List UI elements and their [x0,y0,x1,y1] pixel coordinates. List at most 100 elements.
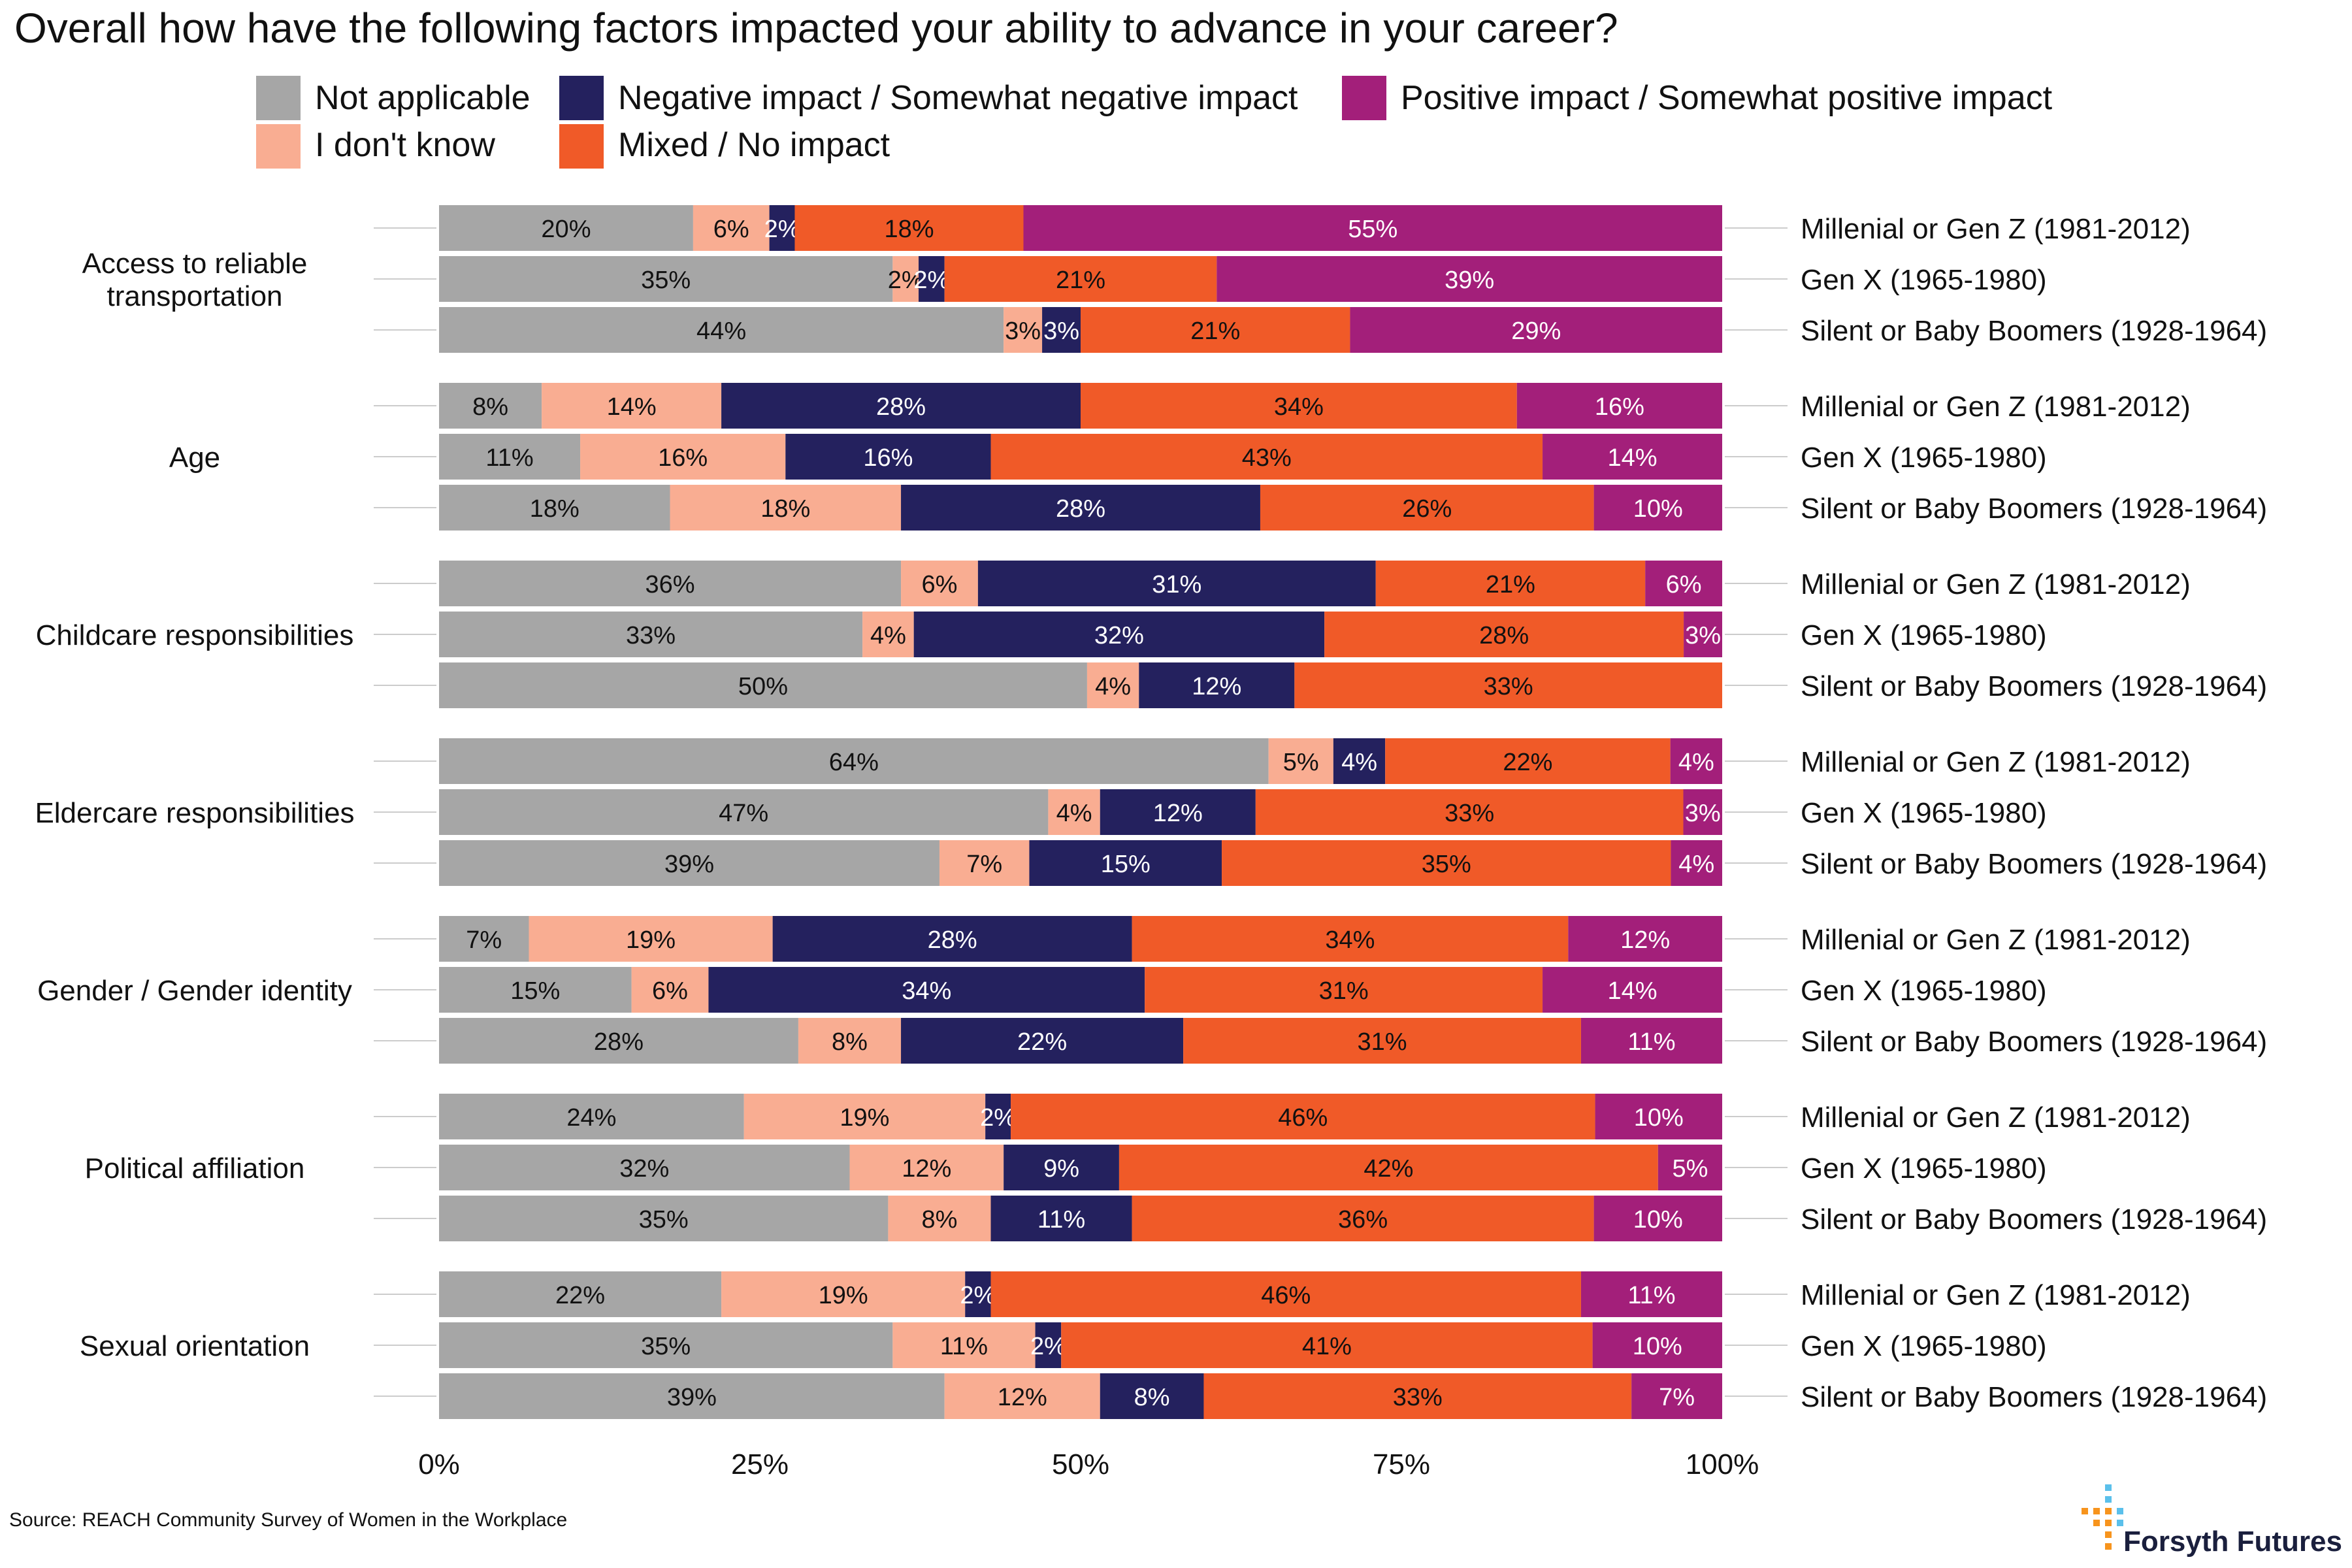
data-label: 39% [1445,267,1494,294]
legend-swatch-positive [1342,76,1386,120]
bar-segment [1048,789,1100,835]
bar-segment [439,738,1269,784]
bar-segment [670,485,902,531]
data-label: 29% [1511,318,1561,345]
bar-segment [439,485,670,531]
bar-segment [439,1018,798,1064]
legend-swatch-not-applicable [256,76,301,120]
data-label: 4% [1678,749,1714,776]
bar-segment [439,1373,945,1419]
data-label: 11% [1037,1206,1085,1233]
bar-segment [985,1094,1011,1139]
data-label: 31% [1152,571,1201,598]
data-label: 15% [510,977,560,1005]
bar-segment [990,434,1543,480]
bar-category-label: Silent or Baby Boomers (1928-1964) [1801,670,2267,702]
bar-segment [892,1322,1036,1368]
bar-segment [439,434,581,480]
bar-segment [1004,1145,1119,1190]
data-label: 33% [1393,1384,1443,1411]
data-label: 39% [667,1384,717,1411]
data-label: 22% [555,1282,605,1309]
x-tick-label: 25% [731,1448,789,1480]
bar-segment [439,840,939,886]
bar-segment [1658,1145,1722,1190]
data-label: 12% [1153,800,1203,827]
bar-category-label: Millenial or Gen Z (1981-2012) [1801,568,2191,600]
bar-segment [785,434,991,480]
bar-segment [1580,1271,1722,1317]
data-label: 35% [641,267,691,294]
data-label: 39% [664,851,714,878]
data-label: 44% [696,318,746,345]
x-tick-label: 100% [1686,1448,1759,1480]
bar-segment [794,205,1024,251]
data-label: 34% [1325,926,1375,954]
data-label: 12% [902,1155,951,1183]
legend-swatch-mixed [559,124,604,169]
data-label: 33% [626,622,676,649]
data-label: 21% [1190,318,1240,345]
bar-category-label: Gen X (1965-1980) [1801,619,2047,651]
forsyth-futures-logo-icon [2082,1484,2123,1550]
data-label: 28% [1056,495,1105,523]
bar-segment [439,561,902,606]
bar-segment [1042,307,1081,353]
data-label: 18% [884,216,934,243]
bar-segment [439,612,863,657]
data-label: 43% [1242,444,1292,472]
data-label: 10% [1633,1206,1683,1233]
bar-segment [439,662,1087,708]
data-label: 5% [1283,749,1319,776]
data-label: 35% [639,1206,689,1233]
data-label: 47% [719,800,768,827]
data-label: 28% [876,393,926,421]
data-label: 19% [840,1104,889,1132]
legend-swatch-negative [559,76,604,120]
data-label: 19% [626,926,676,954]
bar-segment [1004,307,1043,353]
legend-swatch-dont-know [256,124,301,169]
bar-category-label: Silent or Baby Boomers (1928-1964) [1801,493,2267,525]
data-label: 34% [1274,393,1324,421]
data-label: 2% [1030,1333,1066,1360]
data-label: 41% [1302,1333,1352,1360]
bar-segment [1268,738,1333,784]
data-label: 12% [1192,673,1241,700]
bar-segment [1255,789,1684,835]
data-label: 6% [713,216,749,243]
bar-segment [542,383,722,429]
data-label: 4% [1095,673,1131,700]
data-label: 2% [888,267,924,294]
bar-segment [1543,434,1722,480]
bar-segment [439,916,529,962]
data-label: 18% [760,495,810,523]
data-label: 28% [928,926,977,954]
bar-segment [1593,485,1722,531]
data-label: 16% [658,444,708,472]
data-label: 4% [1056,800,1092,827]
bar-segment [1580,1018,1722,1064]
data-label: 11% [940,1333,988,1360]
bar-segment [439,1145,850,1190]
data-label: 9% [1043,1155,1079,1183]
x-tick-label: 75% [1373,1448,1430,1480]
bar-segment [1260,485,1594,531]
bar-segment [888,1196,991,1241]
bar-segment [913,612,1325,657]
x-tick-label: 0% [418,1448,460,1480]
bar-segment [439,205,693,251]
data-label: 10% [1633,1333,1682,1360]
group-label: Childcare responsibilities [36,619,354,651]
data-label: 6% [652,977,688,1005]
data-label: 26% [1402,495,1452,523]
bar-segment [1593,1196,1722,1241]
bar-segment [990,1196,1132,1241]
bar-category-label: Silent or Baby Boomers (1928-1964) [1801,1026,2267,1058]
data-label: 7% [1659,1384,1695,1411]
data-label: 55% [1348,216,1397,243]
data-label: 2% [764,216,800,243]
bar-category-label: Gen X (1965-1980) [1801,442,2047,474]
bar-segment [1631,1373,1722,1419]
bar-segment [901,561,978,606]
